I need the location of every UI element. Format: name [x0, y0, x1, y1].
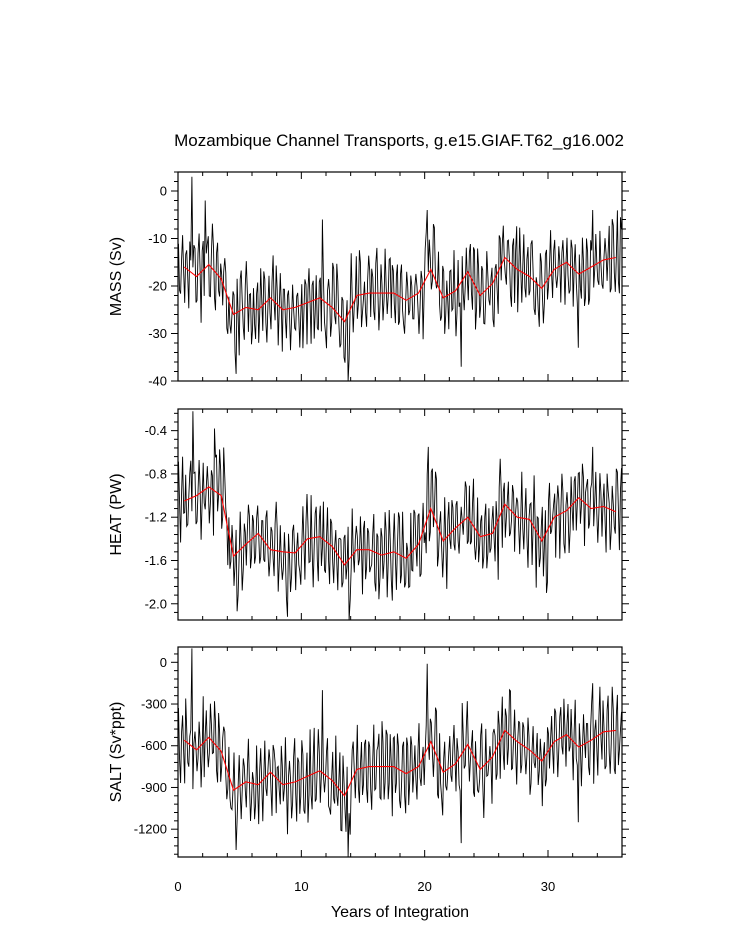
x-tick-label: 10: [294, 879, 308, 894]
y-tick-label: -30: [148, 326, 167, 341]
monthly-series-line: [178, 648, 622, 858]
y-tick-label: -600: [141, 738, 167, 753]
y-tick-label: -2.0: [145, 596, 167, 611]
panel-frame: [177, 646, 623, 858]
y-tick-label: -1.6: [145, 553, 167, 568]
y-axis-label: HEAT (PW): [108, 473, 125, 555]
y-axis-label: MASS (Sv): [108, 237, 125, 316]
monthly-series-line: [178, 411, 622, 621]
x-tick-label: 0: [174, 879, 181, 894]
panel-3: 0 -300 -600 -900 -1200 SALT (Sv*ppt): [108, 646, 629, 858]
annual-mean-line: [183, 729, 616, 797]
x-tick-label: 20: [417, 879, 431, 894]
annual-mean-line: [183, 486, 617, 566]
x-axis-label: Years of Integration: [331, 904, 469, 921]
y-tick-label: -0.4: [145, 423, 167, 438]
y-tick-label: -300: [141, 697, 167, 712]
panel-2: -0.4 -0.8 -1.2 -1.6 -2.0 HEAT (PW): [108, 408, 629, 621]
annual-mean-line: [183, 256, 616, 323]
y-axis-label: SALT (Sv*ppt): [108, 702, 125, 803]
y-tick-label: -900: [141, 780, 167, 795]
y-tick-label: -0.8: [145, 466, 167, 481]
x-tick-label: 30: [541, 879, 555, 894]
y-tick-label: 0: [160, 184, 167, 199]
y-tick-label: -10: [148, 231, 167, 246]
panels-group: 0 -10 -20 -30 -40 MASS (Sv) -0.4 -0.8 -1.2 -1.6 -2…: [108, 171, 629, 894]
monthly-series-line: [178, 176, 622, 382]
y-tick-label: -40: [148, 374, 167, 389]
chart-title: Mozambique Channel Transports, g.e15.GIA…: [174, 131, 624, 150]
y-tick-label: -1200: [134, 822, 167, 837]
y-tick-label: 0: [160, 655, 167, 670]
y-tick-label: -20: [148, 279, 167, 294]
y-tick-label: -1.2: [145, 510, 167, 525]
panel-1: 0 -10 -20 -30 -40 MASS (Sv): [108, 171, 629, 389]
